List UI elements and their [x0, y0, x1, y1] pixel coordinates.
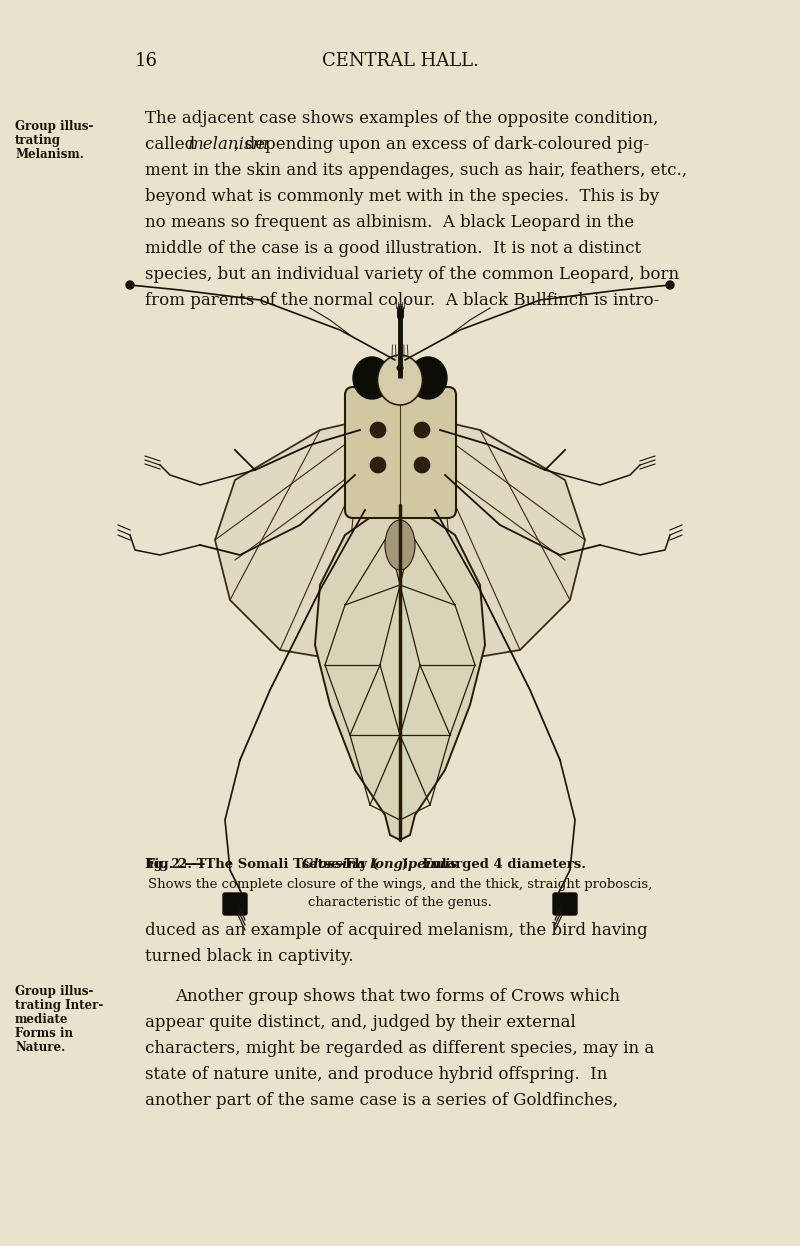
Text: characteristic of the genus.: characteristic of the genus. [308, 896, 492, 910]
Text: Forms in: Forms in [15, 1027, 73, 1040]
Text: Melanism.: Melanism. [15, 148, 84, 161]
Text: no means so frequent as albinism.  A black Leopard in the: no means so frequent as albinism. A blac… [145, 214, 634, 231]
Text: Nature.: Nature. [15, 1040, 66, 1054]
Text: another part of the same case is a series of Goldfinches,: another part of the same case is a serie… [145, 1091, 618, 1109]
Circle shape [370, 422, 386, 439]
Circle shape [666, 282, 674, 289]
FancyBboxPatch shape [223, 893, 247, 915]
Text: duced as an example of acquired melanism, the bird having: duced as an example of acquired melanism… [145, 922, 648, 939]
Text: 16: 16 [135, 52, 158, 70]
Text: ig. 2.—T: ig. 2.—T [149, 858, 206, 871]
Text: characters, might be regarded as different species, may in a: characters, might be regarded as differe… [145, 1040, 654, 1057]
FancyBboxPatch shape [553, 893, 577, 915]
Text: mediate: mediate [15, 1013, 69, 1025]
Text: melanism: melanism [188, 136, 269, 153]
Circle shape [414, 422, 430, 439]
Text: F: F [145, 858, 154, 871]
Text: state of nature unite, and produce hybrid offspring.  In: state of nature unite, and produce hybri… [145, 1067, 607, 1083]
Text: Shows the complete closure of the wings, and the thick, straight proboscis,: Shows the complete closure of the wings,… [148, 878, 652, 891]
Polygon shape [215, 415, 385, 660]
Polygon shape [415, 415, 585, 660]
Text: beyond what is commonly met with in the species.  This is by: beyond what is commonly met with in the … [145, 188, 659, 206]
Ellipse shape [385, 520, 415, 569]
Text: species, but an individual variety of the common Leopard, born: species, but an individual variety of th… [145, 265, 679, 283]
Text: turned black in captivity.: turned black in captivity. [145, 948, 354, 964]
Circle shape [126, 282, 134, 289]
Ellipse shape [378, 355, 422, 405]
FancyBboxPatch shape [345, 388, 456, 518]
Text: appear quite distinct, and, judged by their external: appear quite distinct, and, judged by th… [145, 1014, 576, 1030]
Text: from parents of the normal colour.  A black Bullfinch is intro-: from parents of the normal colour. A bla… [145, 292, 659, 309]
Ellipse shape [409, 358, 447, 399]
Circle shape [370, 457, 386, 473]
Polygon shape [400, 505, 485, 840]
Text: Glossina longipennis: Glossina longipennis [302, 858, 457, 871]
Text: trating: trating [15, 135, 61, 147]
Text: Group illus-: Group illus- [15, 986, 94, 998]
Text: ment in the skin and its appendages, such as hair, feathers, etc.,: ment in the skin and its appendages, suc… [145, 162, 687, 179]
Text: Fig. 2.—The Somali Tsetse-Fly (: Fig. 2.—The Somali Tsetse-Fly ( [145, 858, 378, 871]
Text: called: called [145, 136, 201, 153]
Text: middle of the case is a good illustration.  It is not a distinct: middle of the case is a good illustratio… [145, 240, 641, 257]
Text: The adjacent case shows examples of the opposite condition,: The adjacent case shows examples of the … [145, 110, 658, 127]
Text: trating Inter-: trating Inter- [15, 999, 103, 1012]
Circle shape [414, 457, 430, 473]
Text: Another group shows that two forms of Crows which: Another group shows that two forms of Cr… [175, 988, 620, 1006]
Text: , depending upon an excess of dark-coloured pig-: , depending upon an excess of dark-colou… [234, 136, 650, 153]
Text: CENTRAL HALL.: CENTRAL HALL. [322, 52, 478, 70]
Text: Group illus-: Group illus- [15, 120, 94, 133]
Circle shape [397, 365, 403, 371]
Ellipse shape [353, 358, 391, 399]
Polygon shape [315, 505, 400, 840]
Text: ).  Enlarged 4 diameters.: ). Enlarged 4 diameters. [402, 858, 586, 871]
